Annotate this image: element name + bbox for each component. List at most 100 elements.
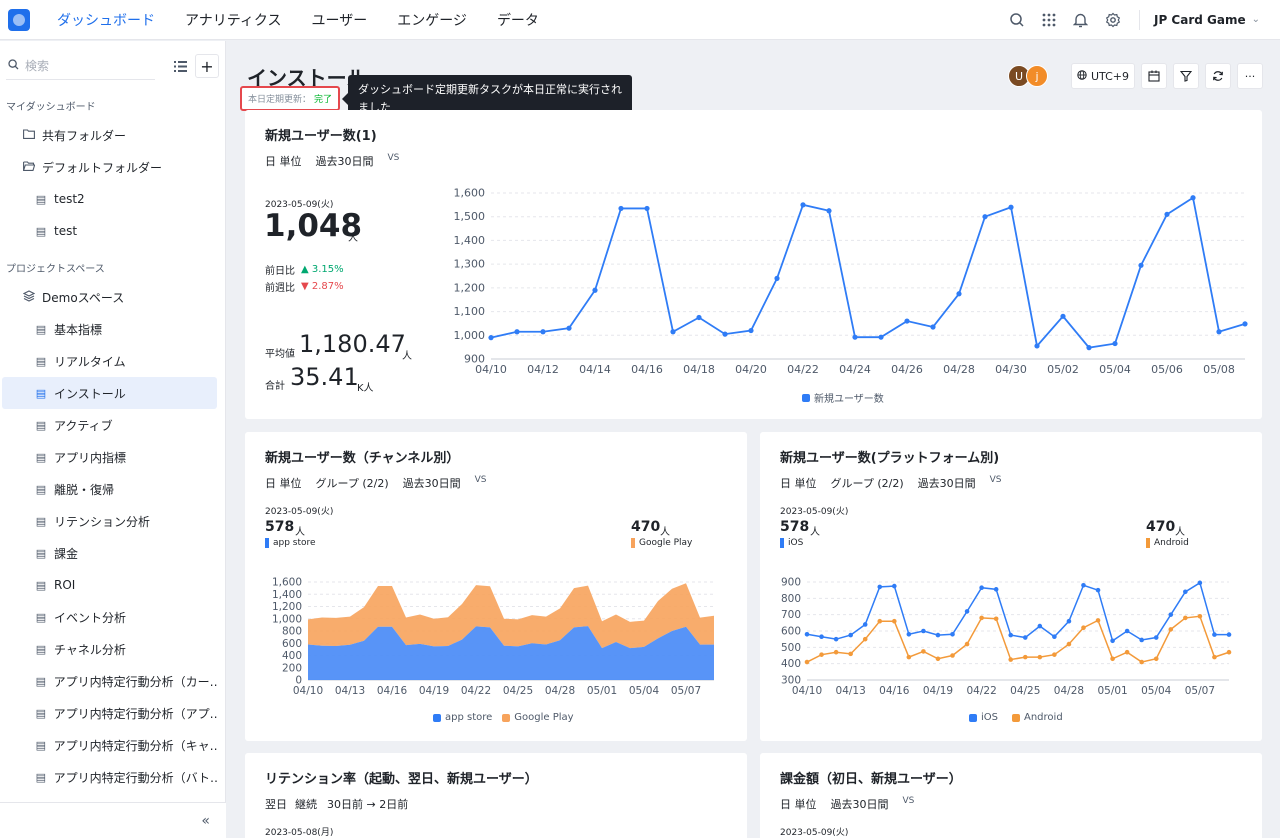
- nav-engage[interactable]: エンゲージ: [397, 12, 467, 29]
- sidebar-item-dashboard[interactable]: ▤ 離脱・復帰: [2, 473, 217, 505]
- meta-vs[interactable]: VS: [989, 475, 1002, 485]
- avatar[interactable]: U: [1008, 65, 1030, 87]
- sidebar-item-shared-folder[interactable]: 共有フォルダー: [2, 119, 217, 151]
- sidebar-item-dashboard[interactable]: ▤ イベント分析: [2, 601, 217, 633]
- sidebar-item-dashboard[interactable]: ▤ アプリ内指標: [2, 441, 217, 473]
- data-point: [906, 654, 912, 660]
- card-meta: 日 単位 過去30日間 VS: [780, 796, 928, 812]
- chart-legend[interactable]: iOS Android: [969, 712, 1063, 723]
- platform-line-chart[interactable]: 300 400 500 600 700 800 900 04/10 04/13 04/16 04/1…: [765, 572, 1255, 702]
- filter-icon[interactable]: [1173, 63, 1199, 89]
- x-tick-label: 04/14: [579, 363, 611, 376]
- meta-unit[interactable]: 日 単位: [780, 798, 817, 811]
- meta-unit[interactable]: 日 単位: [780, 477, 817, 490]
- sidebar-item-dashboard[interactable]: ▤ 基本指標: [2, 313, 217, 345]
- bell-icon[interactable]: [1065, 4, 1097, 36]
- avg-unit: 人: [402, 351, 412, 362]
- data-point: [935, 656, 941, 662]
- meta-vs[interactable]: VS: [902, 796, 915, 806]
- project-switcher[interactable]: JP Card Game ⌄: [1138, 9, 1280, 30]
- sidebar-item-test[interactable]: ▤ test: [2, 215, 217, 247]
- kpi2-value: 470: [631, 519, 661, 535]
- sidebar-item-dashboard[interactable]: ▤ アクティブ: [2, 409, 217, 441]
- nav-data[interactable]: データ: [496, 12, 539, 29]
- kpi1-value: 578: [780, 519, 810, 535]
- data-point: [1216, 329, 1222, 335]
- update-status-badge[interactable]: 本日定期更新： 完了: [240, 86, 341, 111]
- avatar[interactable]: j: [1026, 65, 1048, 87]
- meta-range[interactable]: 過去30日間: [917, 477, 976, 490]
- sidebar-item-dashboard[interactable]: ▤ リアルタイム: [2, 345, 217, 377]
- sidebar-item-label: test: [54, 224, 78, 238]
- apps-grid-icon[interactable]: [1033, 4, 1065, 36]
- y-tick-label: 900: [781, 577, 801, 589]
- dashboard-doc-icon: ▤: [35, 418, 47, 432]
- kpi1-unit: 人: [810, 527, 820, 538]
- sidebar-item-dashboard[interactable]: ▤ アプリ内特定行動分析（アプ…: [2, 697, 217, 729]
- revenue-card: 課金額（初日、新規ユーザー） 日 単位 過去30日間 VS 2023-05-09…: [760, 753, 1262, 838]
- meta-range[interactable]: 過去30日間: [402, 477, 461, 490]
- dashboard-doc-icon: ▤: [35, 192, 47, 206]
- kpi2-name: Android: [1154, 538, 1189, 548]
- meta-b[interactable]: 継続: [295, 798, 317, 811]
- y-tick-label: 1,300: [454, 258, 486, 271]
- data-point: [848, 651, 853, 657]
- search-icon[interactable]: [1001, 4, 1033, 36]
- sidebar-item-demo-space[interactable]: Demoスペース: [2, 281, 217, 313]
- meta-unit[interactable]: 日 単位: [265, 477, 302, 490]
- sidebar-item-dashboard[interactable]: ▤ ROI: [2, 569, 217, 601]
- nav-dashboard[interactable]: ダッシュボード: [57, 12, 155, 29]
- sidebar-collapse-button[interactable]: «: [0, 802, 226, 838]
- meta-range[interactable]: 過去30日間: [315, 155, 374, 168]
- data-point: [956, 291, 962, 297]
- meta-vs[interactable]: VS: [387, 153, 400, 163]
- sidebar-item-dashboard[interactable]: ▤ アプリ内特定行動分析（カー…: [2, 665, 217, 697]
- nav-users[interactable]: ユーザー: [311, 12, 368, 29]
- sidebar-item-dashboard[interactable]: ▤ アプリ内特定行動分析（キャ…: [2, 729, 217, 761]
- dashboard-doc-icon: ▤: [35, 514, 47, 528]
- meta-a[interactable]: 翌日: [265, 798, 287, 811]
- chart-legend[interactable]: app store Google Play: [433, 712, 574, 723]
- data-point: [1066, 618, 1072, 624]
- sidebar-item-default-folder[interactable]: デフォルトフォルダー: [2, 151, 217, 183]
- sidebar-item-label: ROI: [54, 578, 76, 592]
- sidebar-item-dashboard[interactable]: ▤ 課金: [2, 537, 217, 569]
- meta-group[interactable]: グループ (2/2): [315, 477, 389, 490]
- sidebar-item-test2[interactable]: ▤ test2: [2, 183, 217, 215]
- list-view-icon[interactable]: [169, 55, 191, 77]
- gear-icon[interactable]: [1097, 4, 1129, 36]
- kpi1-name: app store: [273, 538, 316, 548]
- new-users-line-chart[interactable]: 900 1,000 1,100 1,200 1,300 1,400 1,500 1,600 04…: [435, 185, 1255, 410]
- sidebar-item-dashboard[interactable]: ▤ リテンション分析: [2, 505, 217, 537]
- sidebar-item-dashboard[interactable]: ▤ インストール: [2, 377, 217, 409]
- x-tick-label: 04/18: [683, 363, 715, 376]
- x-tick-label: 05/02: [1047, 363, 1079, 376]
- x-tick-label: 04/10: [792, 685, 822, 697]
- calendar-icon[interactable]: [1141, 63, 1167, 89]
- sidebar-search-input[interactable]: [25, 58, 145, 73]
- meta-unit[interactable]: 日 単位: [265, 155, 302, 168]
- meta-range[interactable]: 過去30日間: [830, 798, 889, 811]
- total-value: 35.41: [290, 363, 359, 391]
- meta-vs[interactable]: VS: [474, 475, 487, 485]
- meta-group[interactable]: グループ (2/2): [830, 477, 904, 490]
- refresh-icon[interactable]: [1205, 63, 1231, 89]
- data-point: [1110, 638, 1115, 644]
- collaborator-avatars[interactable]: U j: [1008, 65, 1048, 87]
- data-point: [848, 632, 853, 638]
- timezone-button[interactable]: UTC+9: [1071, 63, 1135, 89]
- sidebar-item-dashboard[interactable]: ▤ アプリ内特定行動分析（バト…: [2, 761, 217, 793]
- app-logo-icon[interactable]: [8, 8, 30, 31]
- nav-analytics[interactable]: アナリティクス: [185, 12, 282, 29]
- more-icon[interactable]: ···: [1237, 63, 1263, 89]
- data-point: [514, 329, 520, 335]
- add-icon[interactable]: +: [195, 54, 219, 78]
- search-icon: [8, 58, 19, 73]
- sidebar-item-dashboard[interactable]: ▤ チャネル分析: [2, 633, 217, 665]
- data-point: [819, 652, 824, 657]
- chart-legend[interactable]: 新規ユーザー数: [802, 390, 884, 405]
- sidebar-item-label: リアルタイム: [54, 354, 126, 369]
- meta-c[interactable]: 30日前 → 2日前: [327, 798, 409, 811]
- kpi2-unit: 人: [1175, 527, 1185, 538]
